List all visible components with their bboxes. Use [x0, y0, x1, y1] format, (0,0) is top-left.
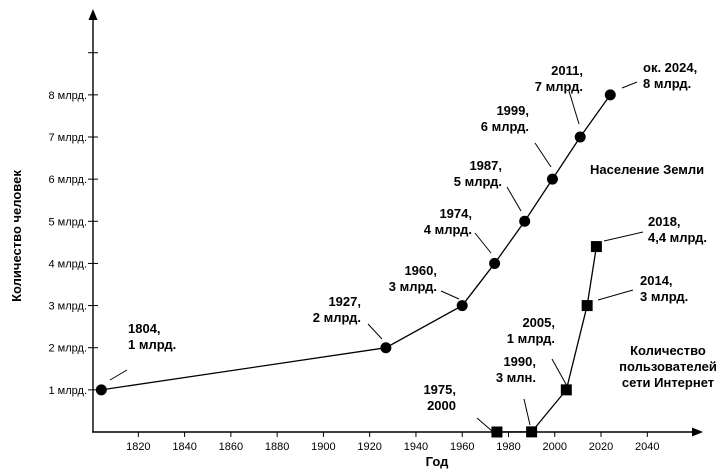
data-label: 2014, 3 млрд.	[640, 273, 688, 304]
leader-line	[603, 231, 644, 242]
data-label: 2005, 1 млрд.	[507, 315, 555, 346]
leader-lines	[109, 81, 644, 432]
x-tick-label: 1880	[265, 441, 289, 453]
data-label: ок. 2024, 8 млрд.	[643, 60, 697, 91]
leader-line	[476, 417, 493, 432]
x-axis-arrow	[692, 427, 703, 437]
data-point	[526, 426, 538, 438]
y-tick-label: 4 млрд.	[49, 258, 88, 270]
series-label-internet: Количество пользователей сети Интернет	[619, 343, 717, 390]
leader-line	[568, 90, 580, 125]
data-point	[491, 426, 503, 438]
x-tick-label: 2040	[635, 441, 659, 453]
x-tick-label: 1920	[357, 441, 381, 453]
y-tick-label: 8 млрд.	[49, 90, 88, 102]
annotations: 1804, 1 млрд. 1927, 2 млрд. 1960, 3 млрд. 1974…	[128, 60, 707, 413]
data-label: 1804, 1 млрд.	[128, 321, 176, 352]
ticks: 1820 1840 1860 1880 1900 1920 1940 1960 1980 2000…	[49, 52, 660, 453]
leader-line	[109, 369, 128, 381]
leader-line	[440, 290, 460, 300]
x-tick-label: 1940	[404, 441, 428, 453]
x-tick-label: 1840	[172, 441, 196, 453]
data-label: 1960, 3 млрд.	[389, 263, 437, 294]
x-tick-label: 2000	[543, 441, 567, 453]
data-label: 1974, 4 млрд.	[424, 206, 472, 237]
axes	[88, 9, 703, 437]
markers	[95, 89, 616, 438]
leader-line	[367, 323, 383, 340]
series-label-population: Население Земли	[590, 162, 704, 177]
leader-line	[534, 142, 552, 168]
data-label: 1975, 2000	[423, 382, 456, 413]
series-line	[101, 94, 611, 391]
leader-line	[523, 398, 531, 426]
x-tick-label: 1820	[126, 441, 150, 453]
data-point	[560, 384, 572, 396]
y-tick-label: 7 млрд.	[49, 132, 88, 144]
leader-line	[474, 232, 492, 254]
x-axis-title: Год	[426, 454, 449, 469]
y-tick-label: 6 млрд.	[49, 174, 88, 186]
data-point	[581, 300, 593, 312]
data-point	[95, 384, 107, 396]
y-axis-arrow	[88, 9, 98, 20]
y-tick-label: 2 млрд.	[49, 343, 88, 355]
y-axis-title: Количество человек	[9, 170, 24, 302]
data-label: 1990, 3 млн.	[496, 354, 536, 385]
data-point	[489, 257, 501, 269]
leader-line	[597, 289, 634, 301]
y-tick-label: 5 млрд.	[49, 216, 88, 228]
data-point	[546, 173, 558, 185]
data-label: 1987, 5 млрд.	[454, 158, 502, 189]
y-tick-label: 3 млрд.	[49, 301, 88, 313]
data-point	[519, 215, 531, 227]
series-labels: Население Земли Количество пользователей се…	[590, 162, 717, 390]
data-point	[574, 131, 586, 143]
data-point	[604, 89, 616, 101]
y-tick-label: 1 млрд.	[49, 385, 88, 397]
x-tick-label: 1860	[219, 441, 243, 453]
x-tick-label: 1900	[311, 441, 335, 453]
data-label: 1927, 2 млрд.	[313, 294, 361, 325]
leader-line	[621, 81, 638, 89]
data-label: 1999, 6 млрд.	[481, 103, 529, 134]
data-point	[590, 241, 602, 253]
data-label: 2018, 4,4 млрд.	[648, 214, 707, 245]
data-label: 2011, 7 млрд.	[535, 63, 583, 94]
data-point	[380, 342, 392, 354]
x-tick-label: 1960	[450, 441, 474, 453]
x-tick-label: 1980	[496, 441, 520, 453]
leader-line	[551, 358, 568, 387]
leader-line	[506, 186, 522, 212]
x-tick-label: 2020	[589, 441, 613, 453]
data-point	[456, 300, 468, 312]
